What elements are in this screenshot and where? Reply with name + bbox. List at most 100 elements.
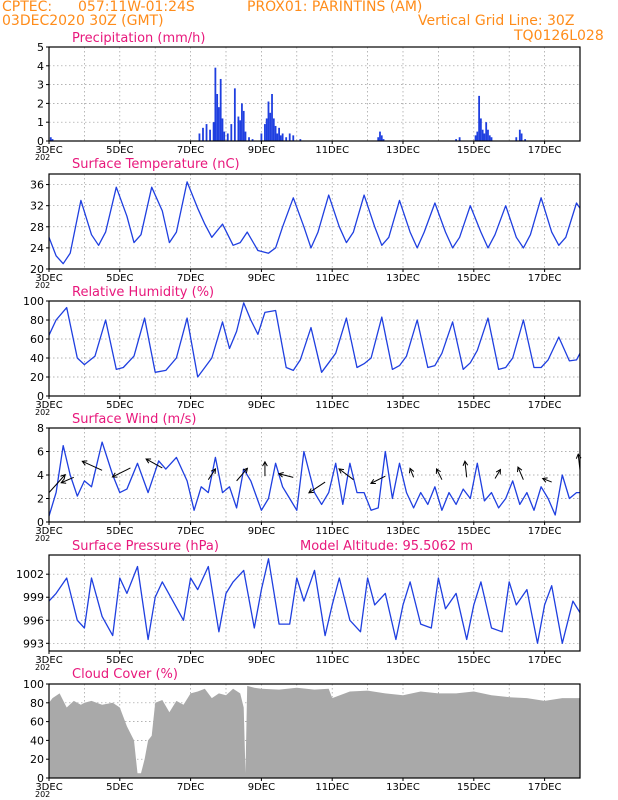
temperature-xtick-label: 7DEC	[177, 273, 204, 284]
precip-bar	[198, 133, 201, 141]
precip-bar	[260, 133, 263, 141]
wind-xtick-label: 15DEC	[457, 526, 491, 537]
precip-title: Precipitation (mm/h)	[72, 31, 205, 46]
temperature-line	[48, 181, 581, 265]
wind-vector-head	[308, 488, 314, 494]
precip-bar	[219, 78, 222, 141]
cloud-xtick-label: 5DEC	[106, 782, 133, 793]
wind-vector-head	[495, 468, 501, 475]
wind-vector-head	[262, 460, 268, 467]
wind-vector-head	[60, 478, 67, 484]
humidity-xtick-label: 9DEC	[248, 400, 275, 411]
wind-vector-shaft	[278, 473, 294, 478]
temperature-year-label: 202	[35, 281, 50, 290]
wind-vector-arrow	[236, 467, 249, 482]
humidity-ytick-label: 80	[30, 314, 44, 327]
wind-year-label: 202	[35, 534, 50, 543]
humidity-ytick-label: 0	[37, 390, 44, 403]
wind-vector-head	[541, 477, 548, 483]
wind-vector-arrow	[262, 460, 268, 477]
humidity-ytick-label: 40	[30, 352, 44, 365]
cloud-frame	[48, 683, 581, 779]
cloud-xtick-label: 7DEC	[177, 782, 204, 793]
precip-bar	[487, 129, 489, 141]
cloud-year-label: 202	[35, 790, 50, 799]
wind-vector-head	[408, 467, 415, 474]
wind-vector-head	[60, 473, 66, 480]
wind-vector-head	[111, 472, 118, 478]
precip-xtick-label: 17DEC	[528, 145, 562, 156]
wind-title: Surface Wind (m/s)	[72, 412, 196, 427]
wind-vector-arrow	[462, 460, 469, 478]
wind-speed-line	[48, 441, 580, 517]
pressure-subtitle: Model Altitude: 95.5062 m	[300, 539, 473, 554]
precip-bar	[209, 129, 211, 141]
cloud-ytick-label: 60	[30, 716, 44, 729]
precip-bar	[265, 118, 268, 141]
pressure-grid	[48, 555, 580, 651]
wind-xtick-label: 3DEC	[35, 526, 62, 537]
precip-bar	[214, 67, 217, 141]
pressure-xtick-label: 9DEC	[248, 655, 275, 666]
temperature-xtick-label: 3DEC	[35, 273, 62, 284]
wind-ytick-label: 4	[37, 469, 44, 482]
pressure-ytick-label: 996	[23, 614, 44, 627]
location-coordinates: 057:11W-01:24S	[78, 0, 195, 15]
precip-xtick-label: 7DEC	[177, 145, 204, 156]
precip-bar	[518, 129, 521, 141]
cloud-ytick-label: 40	[30, 734, 44, 747]
wind-vector-shaft	[236, 467, 248, 482]
wind-vector-arrow	[48, 473, 66, 493]
precip-bar	[285, 137, 288, 141]
humidity-frame	[48, 300, 581, 397]
wind-vector-shaft	[370, 475, 386, 484]
precip-bar	[474, 135, 477, 141]
temperature-xtick-label: 13DEC	[386, 273, 420, 284]
precip-bar	[239, 120, 242, 141]
precip-bar	[278, 127, 280, 141]
temperature-xtick-label: 15DEC	[457, 273, 491, 284]
pressure-year-label: 202	[35, 663, 50, 672]
humidity-title: Relative Humidity (%)	[72, 285, 214, 300]
precip-bar	[267, 101, 270, 141]
wind-xtick-label: 9DEC	[248, 526, 275, 537]
wind-vector-shaft	[60, 476, 74, 484]
wind-vector-shaft	[517, 466, 524, 480]
wind-vector-head	[81, 460, 88, 466]
humidity-grid	[48, 300, 580, 397]
precip-xtick-label: 5DEC	[106, 145, 133, 156]
precip-bar	[242, 110, 245, 141]
precip-bar	[520, 133, 523, 141]
precip-ytick-label: 5	[37, 41, 44, 54]
cloud-ytick-label: 20	[30, 753, 44, 766]
temperature-ytick-label: 28	[30, 221, 44, 234]
wind-vector-shaft	[436, 468, 443, 480]
precip-xtick-label: 11DEC	[315, 145, 349, 156]
wind-ytick-label: 2	[37, 493, 44, 506]
precip-bar	[264, 124, 266, 141]
temperature-ytick-label: 32	[30, 200, 44, 213]
precip-bar	[49, 137, 52, 141]
precip-bar	[476, 131, 479, 141]
wind-vector-arrow	[435, 467, 443, 480]
cloud-title: Cloud Cover (%)	[72, 667, 178, 682]
precip-bar	[292, 135, 295, 141]
precip-bar	[271, 94, 273, 141]
humidity-xtick-label: 5DEC	[106, 400, 133, 411]
wind-vector-shaft	[494, 469, 501, 479]
humidity-line	[48, 302, 581, 378]
wind-xtick-label: 11DEC	[315, 526, 349, 537]
pressure-xtick-label: 17DEC	[528, 655, 562, 666]
cloud-xtick-label: 17DEC	[528, 782, 562, 793]
pressure-xtick-label: 5DEC	[106, 655, 133, 666]
wind-vector-shaft	[145, 458, 163, 469]
precip-xtick-label: 13DEC	[386, 145, 420, 156]
precip-bar	[382, 139, 385, 141]
wind-vector-shaft	[308, 481, 326, 494]
temperature-xtick-label: 11DEC	[315, 273, 349, 284]
precip-bar	[281, 133, 284, 141]
temperature-ytick-label: 24	[30, 242, 44, 255]
chart-header: CPTEC: 057:11W-01:24S PROX01: PARINTINS …	[0, 0, 618, 46]
wind-vector-shaft	[464, 461, 468, 478]
wind-vector-arrow	[408, 467, 415, 478]
